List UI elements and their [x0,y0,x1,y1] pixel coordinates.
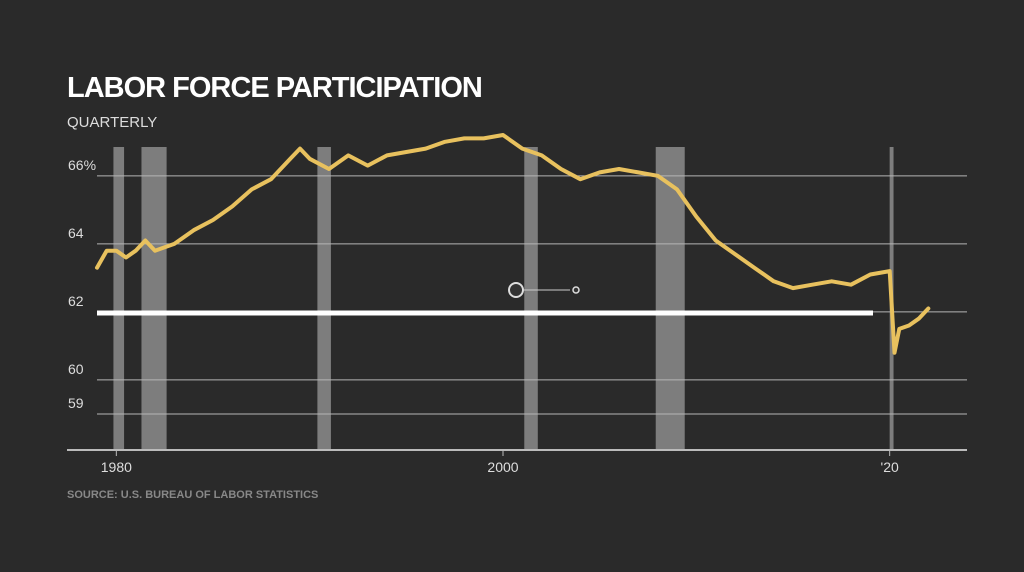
handle[interactable] [508,282,524,298]
y-tick-label: 60 [68,361,84,377]
recession-band [113,147,125,450]
x-tick-label: 1980 [101,459,132,475]
y-tick-label: 59 [68,395,84,411]
x-tick-label: '20 [881,459,899,475]
recession-band [655,147,685,450]
recession-band [524,147,538,450]
recession-band [317,147,331,450]
handle[interactable] [572,286,580,294]
source: SOURCE: U.S. BUREAU OF LABOR STATISTICS [67,489,318,501]
y-tick-label: 62 [68,293,84,309]
recession-band [141,147,167,450]
y-tick-label: 64 [68,225,84,241]
chart-title: LABOR FORCE PARTICIPATION [67,72,482,104]
chart-subtitle: QUARTERLY [67,114,157,131]
data-line [95,133,931,355]
y-tick-label: 66% [68,157,96,173]
plot: 59 60 62 64 66% 1980 2000 '20 [67,133,967,475]
x-tick-label: 2000 [487,459,518,475]
